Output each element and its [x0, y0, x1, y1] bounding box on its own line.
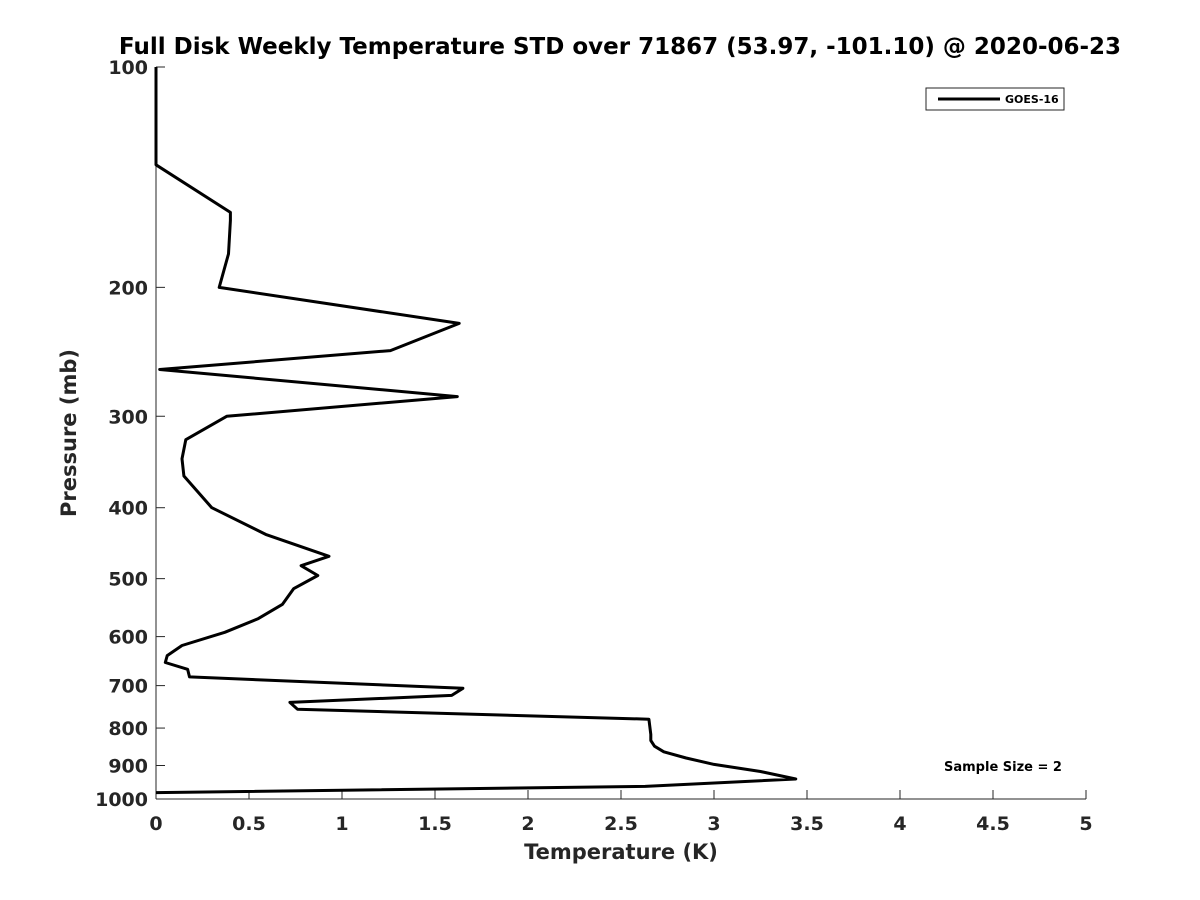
x-axis-label: Temperature (K) — [524, 840, 718, 864]
x-tick-label: 5 — [1079, 813, 1092, 835]
x-tick-label: 0 — [149, 813, 162, 835]
x-tick-label: 4 — [893, 813, 906, 835]
chart-title: Full Disk Weekly Temperature STD over 71… — [119, 34, 1121, 60]
y-tick-label: 100 — [108, 57, 148, 79]
y-tick-label: 600 — [108, 627, 148, 649]
x-tick-label: 1 — [335, 813, 348, 835]
series-layer — [154, 67, 798, 795]
x-ticks: 0 0.5 1 1.5 2 2.5 3 3.5 4 4.5 5 — [149, 790, 1093, 835]
legend: GOES-16 — [925, 87, 1065, 111]
x-tick-label: 0.5 — [232, 813, 266, 835]
y-tick-label: 1000 — [95, 789, 148, 811]
y-ticks: 100 200 300 400 500 600 700 800 900 1000 — [95, 57, 165, 811]
series-line-goes-16 — [154, 67, 798, 795]
y-tick-label: 200 — [108, 277, 148, 299]
y-tick-label: 800 — [108, 718, 148, 740]
legend-entry-goes-16: GOES-16 — [1005, 93, 1059, 106]
sample-size-annotation: Sample Size = 2 — [944, 760, 1062, 775]
y-tick-label: 900 — [108, 756, 148, 778]
x-tick-label: 3.5 — [790, 813, 824, 835]
x-tick-label: 2.5 — [604, 813, 638, 835]
y-tick-label: 400 — [108, 498, 148, 520]
x-tick-label: 1.5 — [418, 813, 452, 835]
y-tick-label: 700 — [108, 676, 148, 698]
y-tick-label: 500 — [108, 569, 148, 591]
y-tick-label: 300 — [108, 406, 148, 428]
x-tick-label: 4.5 — [976, 813, 1010, 835]
x-tick-label: 2 — [521, 813, 534, 835]
x-tick-label: 3 — [707, 813, 720, 835]
y-axis-label: Pressure (mb) — [57, 349, 81, 517]
